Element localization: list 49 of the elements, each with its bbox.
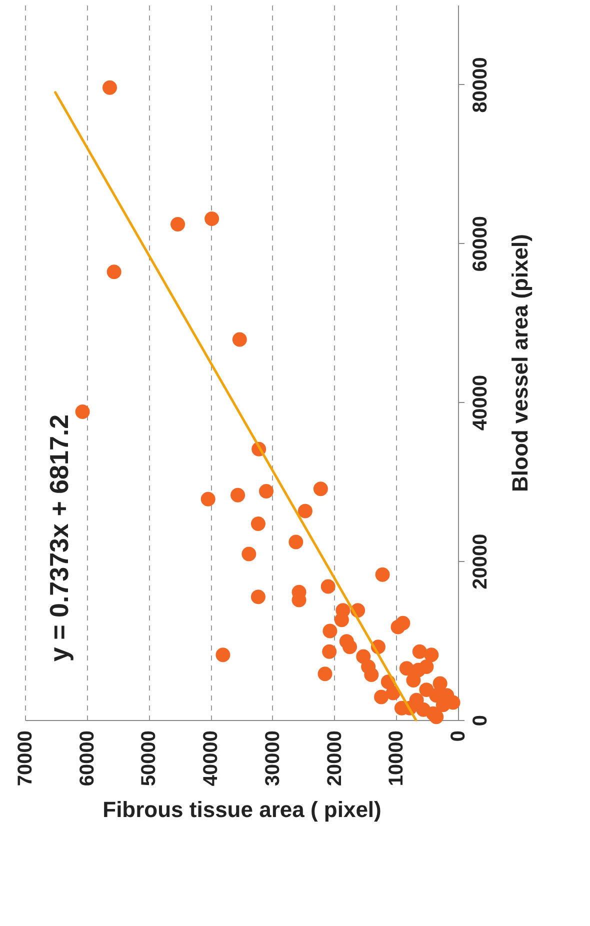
y-tick-label: 0 bbox=[470, 714, 492, 726]
x-tick-label: 0 bbox=[448, 730, 470, 742]
x-tick-label: 40000 bbox=[200, 730, 222, 786]
point bbox=[419, 660, 434, 674]
point bbox=[320, 579, 336, 594]
point bbox=[106, 264, 122, 280]
y-tick-label: 40000 bbox=[470, 374, 492, 431]
point bbox=[318, 666, 332, 682]
y-tick-label: 60000 bbox=[470, 216, 492, 272]
point bbox=[429, 710, 444, 724]
point bbox=[406, 673, 421, 688]
point bbox=[322, 644, 337, 659]
point bbox=[374, 690, 389, 704]
point bbox=[416, 702, 431, 717]
point bbox=[334, 612, 349, 628]
point bbox=[232, 332, 247, 347]
x-tick-label: 50000 bbox=[138, 730, 160, 786]
x-tick-label: 70000 bbox=[14, 730, 36, 786]
y-tick-label: 20000 bbox=[470, 534, 492, 590]
y-axis-title: Blood vessel area (pixel) bbox=[508, 234, 532, 492]
point bbox=[102, 80, 117, 95]
point bbox=[204, 211, 220, 226]
point bbox=[298, 504, 312, 518]
point bbox=[258, 484, 274, 498]
point bbox=[170, 217, 186, 232]
point bbox=[322, 624, 338, 638]
point bbox=[313, 482, 328, 496]
point bbox=[216, 648, 230, 662]
point bbox=[375, 567, 390, 582]
x-tick-label: 60000 bbox=[76, 730, 98, 786]
point bbox=[342, 640, 357, 654]
y-tick-label: 80000 bbox=[470, 57, 492, 113]
point bbox=[390, 620, 406, 634]
point bbox=[412, 644, 427, 659]
point bbox=[250, 516, 266, 532]
point bbox=[200, 492, 216, 506]
point bbox=[242, 546, 256, 562]
x-tick-label: 30000 bbox=[262, 730, 284, 786]
point bbox=[75, 404, 90, 419]
point bbox=[432, 676, 448, 691]
point bbox=[424, 648, 439, 662]
point bbox=[364, 667, 379, 682]
x-tick-label: 20000 bbox=[324, 730, 346, 786]
point bbox=[250, 590, 266, 604]
point bbox=[288, 534, 304, 550]
annotation: y = 0.7373x + 6817.2 bbox=[44, 414, 74, 662]
point bbox=[230, 488, 246, 502]
x-axis-title: Fibrous tissue area ( pixel) bbox=[102, 797, 382, 822]
x-tick-label: 10000 bbox=[386, 730, 408, 786]
